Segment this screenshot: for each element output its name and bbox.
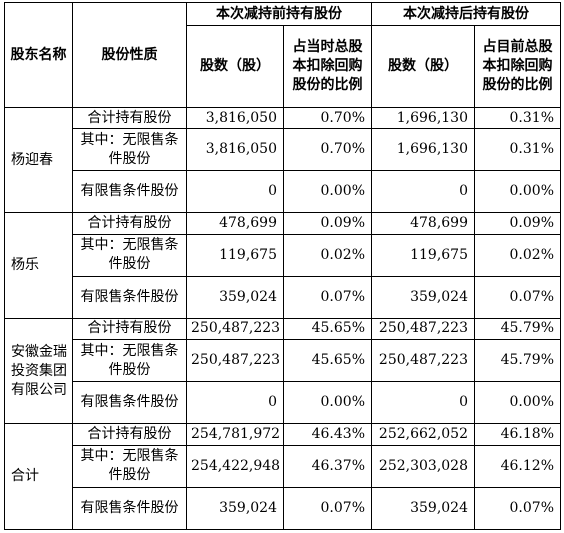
shareholder-name: 安徽金瑞投资集团有限公司 <box>4 317 73 425</box>
share-type-cell: 其中：无限售条件股份 <box>72 128 187 172</box>
before-shares-cell: 359,024 <box>186 486 284 531</box>
before-ratio-cell: 0.07% <box>283 275 372 319</box>
shareholding-table: 股东名称 股份性质 本次减持前持有股份 本次减持后持有股份 股数（股） 占当时总… <box>4 2 561 531</box>
before-ratio-cell: 0.00% <box>283 170 372 214</box>
after-ratio-cell: 46.18% <box>474 423 561 446</box>
share-type-cell: 合计持有股份 <box>72 317 187 341</box>
table-row: 有限售条件股份 359,024 0.07% 359,024 0.07% <box>5 275 561 319</box>
before-ratio-cell: 46.43% <box>283 423 372 446</box>
header-nature: 股份性质 <box>72 2 187 108</box>
before-ratio-cell: 0.70% <box>283 106 372 130</box>
table-row: 杨乐 合计持有股份 478,699 0.09% 478,699 0.09% <box>4 212 561 319</box>
after-shares-cell: 119,675 <box>371 233 475 277</box>
after-ratio-cell: 0.02% <box>474 233 561 277</box>
before-ratio-cell: 0.07% <box>283 486 372 531</box>
share-type-cell: 有限售条件股份 <box>72 170 187 214</box>
after-ratio-cell: 0.00% <box>474 170 561 214</box>
table-row: 其中：无限售条件股份 250,487,223 45.65% 250,487,223 45… <box>5 339 561 383</box>
after-ratio-cell: 45.79% <box>474 339 561 383</box>
share-type-cell: 合计持有股份 <box>72 423 187 446</box>
after-shares-cell: 252,303,028 <box>371 444 475 488</box>
table-row: 其中：无限售条件股份 3,816,050 0.70% 1,696,130 0.31% <box>5 128 561 172</box>
before-shares-cell: 119,675 <box>186 233 284 277</box>
before-ratio-cell: 0.00% <box>283 381 372 425</box>
share-type-cell: 其中：无限售条件股份 <box>72 339 187 383</box>
before-ratio-cell: 0.09% <box>283 212 372 235</box>
table-row: 有限售条件股份 0 0.00% 0 0.00% <box>5 170 561 214</box>
share-type-cell: 合计持有股份 <box>72 212 187 235</box>
header-after-ratio: 占目前总股本扣除回购股份的比例 <box>474 25 561 108</box>
share-type-cell: 合计持有股份 <box>72 106 187 130</box>
after-ratio-cell: 0.07% <box>474 486 561 531</box>
share-type-cell: 有限售条件股份 <box>72 381 187 425</box>
after-ratio-cell: 0.00% <box>474 381 561 425</box>
after-shares-cell: 359,024 <box>371 486 475 531</box>
share-type-cell: 其中：无限售条件股份 <box>72 444 187 488</box>
after-shares-cell: 1,696,130 <box>371 106 475 130</box>
table-row: 杨迎春 合计持有股份 3,816,050 0.70% 1,696,130 0.31% <box>4 106 561 214</box>
header-shareholder: 股东名称 <box>4 2 73 108</box>
after-shares-cell: 478,699 <box>371 212 475 235</box>
after-shares-cell: 0 <box>371 170 475 214</box>
before-shares-cell: 250,487,223 <box>186 339 284 383</box>
before-ratio-cell: 0.70% <box>283 128 372 172</box>
after-shares-cell: 1,696,130 <box>371 128 475 172</box>
before-shares-cell: 359,024 <box>186 275 284 319</box>
before-ratio-cell: 45.65% <box>283 317 372 341</box>
after-ratio-cell: 0.09% <box>474 212 561 235</box>
before-ratio-cell: 46.37% <box>283 444 372 488</box>
after-shares-cell: 359,024 <box>371 275 475 319</box>
table-row: 有限售条件股份 359,024 0.07% 359,024 0.07% <box>5 486 561 531</box>
header-before-group: 本次减持前持有股份 <box>186 2 372 26</box>
header-after-shares: 股数（股） <box>371 25 475 108</box>
before-shares-cell: 254,781,972 <box>186 423 284 446</box>
header-after-group: 本次减持后持有股份 <box>371 2 561 26</box>
share-type-cell: 其中：无限售条件股份 <box>72 233 187 277</box>
before-ratio-cell: 0.02% <box>283 233 372 277</box>
table-row: 其中：无限售条件股份 254,422,948 46.37% 252,303,028 46… <box>5 444 561 488</box>
before-shares-cell: 254,422,948 <box>186 444 284 488</box>
after-shares-cell: 250,487,223 <box>371 339 475 383</box>
before-shares-cell: 250,487,223 <box>186 317 284 341</box>
table-row: 安徽金瑞投资集团有限公司 合计持有股份 250,487,223 45.65% 250,4… <box>4 317 561 425</box>
after-shares-cell: 250,487,223 <box>371 317 475 341</box>
after-ratio-cell: 0.31% <box>474 128 561 172</box>
before-shares-cell: 0 <box>186 381 284 425</box>
table-body: 杨迎春 合计持有股份 3,816,050 0.70% 1,696,130 0.31% 其中：… <box>4 106 561 531</box>
after-ratio-cell: 0.31% <box>474 106 561 130</box>
table-row: 有限售条件股份 0 0.00% 0 0.00% <box>5 381 561 425</box>
after-ratio-cell: 46.12% <box>474 444 561 488</box>
before-shares-cell: 478,699 <box>186 212 284 235</box>
before-shares-cell: 3,816,050 <box>186 106 284 130</box>
share-type-cell: 有限售条件股份 <box>72 275 187 319</box>
after-ratio-cell: 45.79% <box>474 317 561 341</box>
header-before-ratio: 占当时总股本扣除回购股份的比例 <box>283 25 372 108</box>
before-shares-cell: 3,816,050 <box>186 128 284 172</box>
after-shares-cell: 252,662,052 <box>371 423 475 446</box>
after-shares-cell: 0 <box>371 381 475 425</box>
table-row: 其中：无限售条件股份 119,675 0.02% 119,675 0.02% <box>5 233 561 277</box>
shareholder-name: 杨迎春 <box>4 106 73 214</box>
after-ratio-cell: 0.07% <box>474 275 561 319</box>
share-type-cell: 有限售条件股份 <box>72 486 187 531</box>
shareholder-name: 杨乐 <box>4 212 73 319</box>
before-shares-cell: 0 <box>186 170 284 214</box>
shareholder-name: 合计 <box>4 423 73 530</box>
header-before-shares: 股数（股） <box>186 25 284 108</box>
before-ratio-cell: 45.65% <box>283 339 372 383</box>
table-row: 合计 合计持有股份 254,781,972 46.43% 252,662,052 46.1… <box>4 423 561 530</box>
